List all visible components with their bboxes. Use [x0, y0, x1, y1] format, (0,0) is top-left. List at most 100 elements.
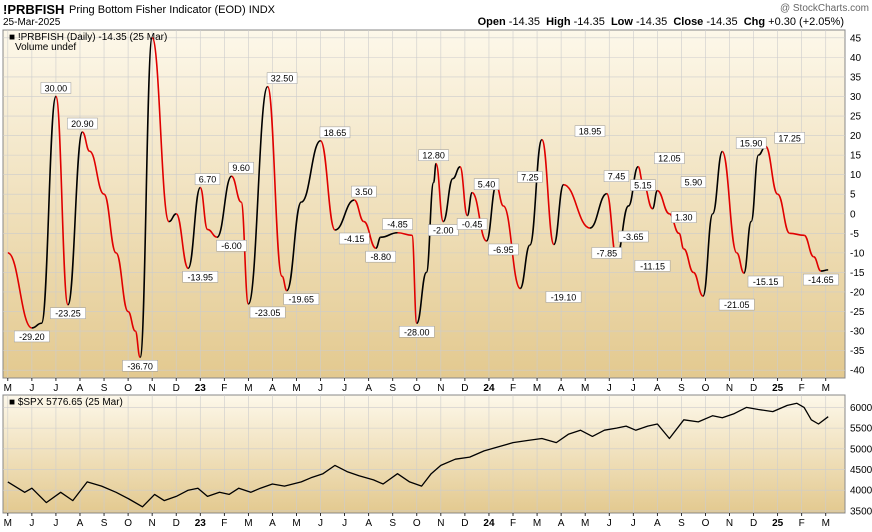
x-tick-label: A: [365, 383, 372, 394]
indicator-x-axis: M J J A S O N D 23 F M A M J J A S O N D 24 F M A M J J A S O N D 25 F M: [4, 378, 830, 394]
x-tick-label: O: [702, 383, 710, 394]
data-label-box: [574, 125, 606, 137]
volume-legend: Volume undef: [15, 42, 76, 53]
y-tick-label: -10: [850, 248, 865, 259]
x-tick-label: M: [533, 518, 541, 529]
indicator-line-down: [735, 252, 745, 274]
indicator-line-down: [7, 252, 33, 329]
x-tick-label: A: [77, 383, 84, 394]
indicator-line-down: [541, 138, 555, 246]
x-tick-label: J: [342, 383, 347, 394]
data-label: -23.25: [55, 309, 81, 319]
data-label-box: [488, 243, 519, 256]
x-tick-label: A: [365, 518, 372, 529]
y-tick-label: 10: [850, 170, 862, 181]
indicator-line-down: [81, 131, 91, 153]
x-tick-label: N: [726, 518, 733, 529]
x-tick-label: M: [533, 383, 541, 394]
x-tick-label: J: [342, 518, 347, 529]
data-label-box: [50, 307, 86, 319]
indicator-line-down: [435, 162, 445, 223]
indicator-line-down: [199, 186, 209, 231]
data-label: 9.60: [232, 163, 250, 173]
data-label-box: [14, 330, 50, 343]
data-label: 30.00: [45, 83, 68, 93]
indicator-line-up: [820, 269, 829, 272]
data-label: -13.95: [188, 272, 214, 282]
x-tick-label: N: [726, 383, 733, 394]
data-label-box: [680, 176, 707, 188]
x-tick-label: F: [510, 383, 516, 394]
data-label: -29.20: [19, 332, 45, 342]
y-tick-label: 5: [850, 190, 856, 201]
data-label-box: [228, 161, 254, 174]
x-tick-label: J: [318, 383, 323, 394]
y-tick-label: 25: [850, 112, 862, 123]
x-tick-label: S: [101, 383, 108, 394]
data-label: -14.65: [808, 275, 834, 285]
x-tick-label: M: [581, 383, 589, 394]
indicator-line-down: [721, 150, 738, 254]
stockcharts-credit: @ StockCharts.com: [779, 3, 869, 14]
indicator-line-up: [300, 140, 322, 203]
indicator-line-down: [134, 330, 141, 359]
indicator-line-up: [216, 175, 233, 239]
x-tick-label: J: [607, 518, 612, 529]
x-tick-label: J: [318, 518, 323, 529]
indicator-line-up: [375, 236, 382, 249]
data-label-box: [456, 218, 488, 230]
data-label-box: [338, 232, 370, 245]
data-label-box: [654, 152, 685, 164]
indicator-line-up: [466, 191, 473, 217]
x-tick-label: D: [750, 383, 757, 394]
indicator-line-down: [764, 145, 779, 196]
data-label: 15.90: [740, 139, 763, 149]
indicator-line-down: [813, 255, 822, 272]
data-label-box: [249, 306, 286, 319]
x-tick-label: 24: [483, 518, 495, 529]
indicator-line-down: [471, 191, 488, 242]
data-label-box: [803, 273, 839, 286]
indicator-line-down: [363, 220, 377, 249]
x-tick-label: A: [654, 383, 661, 394]
data-label-box: [382, 218, 413, 230]
indicator-line-down: [678, 232, 685, 250]
indicator-line-down: [563, 183, 591, 229]
indicator-line-down: [397, 231, 412, 237]
data-label-box: [216, 239, 247, 252]
indicator-line-up: [589, 192, 608, 229]
indicator-line-up: [139, 37, 153, 359]
indicator-line-down: [683, 248, 694, 274]
data-label: -8.80: [370, 252, 391, 262]
indicator-line-up: [31, 322, 42, 329]
data-label: 7.45: [608, 172, 626, 182]
data-label-box: [545, 291, 582, 303]
data-label-box: [671, 211, 697, 223]
x-tick-label: S: [389, 383, 396, 394]
y-tick-label: 5000: [850, 444, 872, 455]
x-tick-label: S: [678, 383, 685, 394]
indicator-line-up: [168, 212, 177, 223]
data-label-box: [735, 137, 767, 149]
indicator-line-down: [459, 166, 469, 217]
x-tick-label: F: [221, 518, 227, 529]
indicator-line-down: [240, 201, 250, 305]
indicator-line-up: [743, 220, 752, 274]
x-tick-label: S: [678, 518, 685, 529]
x-tick-label: O: [413, 383, 421, 394]
x-tick-label: 25: [772, 518, 784, 529]
data-label: 12.80: [422, 151, 445, 161]
x-tick-label: M: [822, 383, 830, 394]
indicator-line-down: [668, 212, 680, 235]
indicator-line-up: [415, 271, 428, 325]
data-label-box: [718, 298, 755, 311]
x-tick-label: J: [607, 383, 612, 394]
series-legend: ■ $SPX 5776.65 (25 Mar): [9, 397, 123, 408]
indicator-line-up: [247, 85, 269, 305]
data-label: -23.05: [255, 308, 281, 318]
data-label-box: [603, 170, 630, 182]
data-label: 17.25: [778, 133, 801, 143]
data-label-box: [283, 293, 320, 305]
data-label-box: [591, 247, 623, 259]
y-tick-label: -5: [850, 229, 859, 240]
